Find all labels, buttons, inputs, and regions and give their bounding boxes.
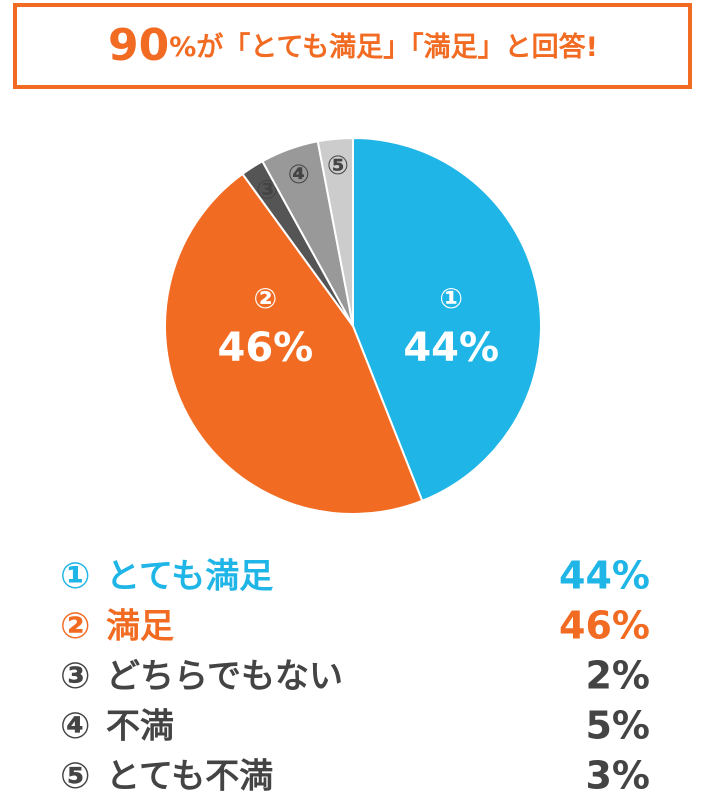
legend-label: とても満足 <box>106 557 273 597</box>
legend-marker: ① <box>60 556 90 597</box>
slice-marker: ② <box>254 282 278 315</box>
legend-value: 2% <box>585 654 650 698</box>
legend-label: どちらでもない <box>106 657 343 697</box>
legend-label: 満足 <box>106 607 174 647</box>
pie-slice <box>352 136 542 503</box>
title-rest: %が「とても満足」「満足」と回答! <box>169 31 598 63</box>
title-box <box>13 3 692 89</box>
pie-slice <box>316 136 354 327</box>
slice-label: 46% <box>217 325 313 371</box>
legend-value: 5% <box>585 704 650 748</box>
slice-marker: ③ <box>256 175 278 205</box>
legend-marker: ③ <box>60 656 90 697</box>
legend-marker: ② <box>60 606 90 647</box>
legend-value: 3% <box>585 754 650 798</box>
slice-label: 44% <box>403 325 499 371</box>
legend-label: とても不満 <box>106 757 273 797</box>
legend-marker: ⑤ <box>60 756 90 797</box>
legend-value: 46% <box>559 604 650 648</box>
legend-label: 不満 <box>106 707 174 747</box>
legend-marker: ④ <box>60 706 90 747</box>
legend-value: 44% <box>559 554 650 598</box>
title-emphasis: 90 <box>108 20 169 71</box>
chart-title: 90%が「とても満足」「満足」と回答! <box>108 20 598 71</box>
slice-marker: ④ <box>288 160 310 190</box>
slice-marker: ⑤ <box>327 151 349 181</box>
slice-marker: ① <box>439 282 463 315</box>
pie-slice <box>164 172 424 515</box>
